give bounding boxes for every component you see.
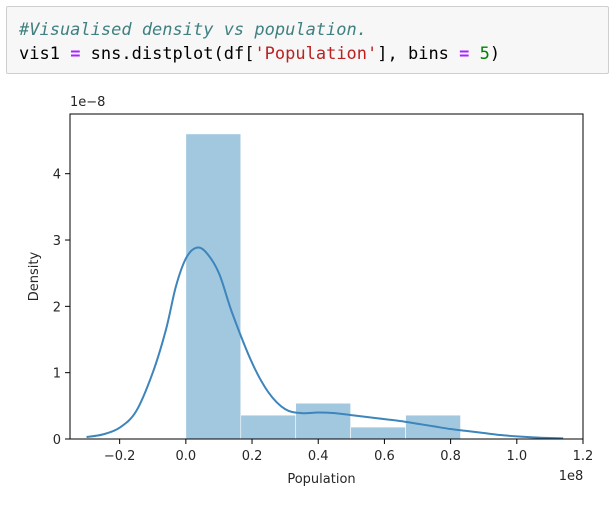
code-call: sns.distplot(df[	[80, 44, 255, 64]
plot-frame	[69, 113, 584, 440]
histogram-bar-2	[240, 414, 297, 440]
y-axis-label: Density	[27, 251, 42, 301]
x-tick-label: 0.2	[242, 449, 263, 464]
x-tick-label: 0.0	[175, 449, 196, 464]
code-string: 'Population'	[254, 44, 378, 64]
histogram-bars	[185, 133, 461, 440]
x-tick-label: −0.2	[104, 449, 136, 464]
code-args: ], bins	[377, 44, 460, 64]
histogram-bar-3	[295, 402, 351, 440]
x-tick-label: 0.8	[440, 449, 461, 464]
y-tick-label: 0	[53, 433, 61, 448]
code-space	[469, 44, 479, 64]
kde-line	[86, 246, 564, 440]
y-axis-ticks: 0 1 2 3 4	[53, 168, 70, 448]
x-tick-label: 0.6	[374, 449, 395, 464]
y-tick-label: 1	[53, 367, 61, 382]
histogram-bar-4	[350, 426, 406, 440]
code-operator-eq: =	[459, 44, 470, 64]
x-axis-offset-label: 1e8	[559, 469, 584, 484]
y-axis-offset-label: 1e−8	[70, 95, 105, 110]
code-line-2: vis1 = sns.distplot(df['Population'], bi…	[19, 44, 500, 64]
x-tick-label: 1.2	[573, 449, 594, 464]
code-comment: #Visualised density vs population.	[19, 20, 367, 40]
y-tick-label: 3	[53, 234, 61, 249]
code-var: vis1	[19, 44, 71, 64]
code-close: )	[489, 44, 501, 64]
code-operator-assign: =	[70, 44, 81, 64]
histogram-bar-1	[185, 133, 242, 440]
x-tick-label: 0.4	[308, 449, 329, 464]
code-cell[interactable]: #Visualised density vs population. vis1 …	[6, 6, 609, 74]
cell-output: −0.2 0.0 0.2 0.4 0.6 0.8 1.0 1.2 0 1 2 3 4 Populati…	[0, 84, 615, 513]
x-axis-ticks: −0.2 0.0 0.2 0.4 0.6 0.8 1.0 1.2	[104, 439, 593, 464]
y-tick-label: 2	[53, 300, 61, 315]
y-tick-label: 4	[53, 168, 61, 183]
distplot-chart: −0.2 0.0 0.2 0.4 0.6 0.8 1.0 1.2 0 1 2 3 4 Populati…	[27, 95, 593, 487]
x-axis-label: Population	[287, 472, 355, 487]
code-number: 5	[479, 44, 490, 64]
x-tick-label: 1.0	[506, 449, 527, 464]
